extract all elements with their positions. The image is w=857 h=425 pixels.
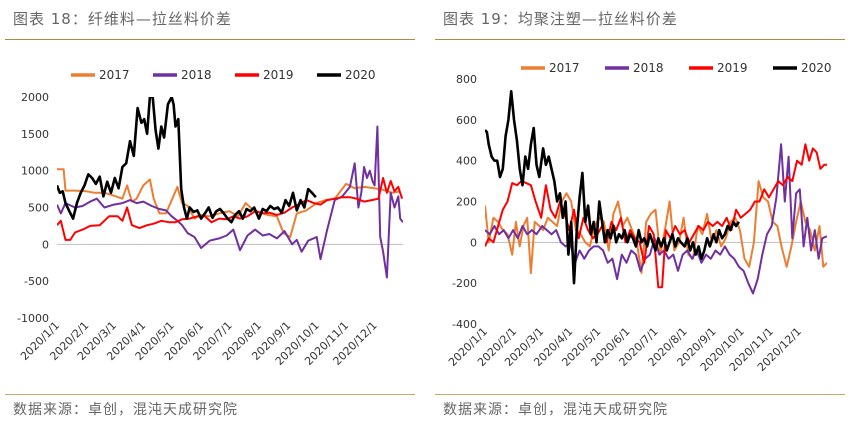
legend-label-2017: 2017 [99, 68, 130, 82]
y-tick-label: 800 [456, 73, 477, 86]
y-tick-label: -200 [452, 277, 477, 290]
y-tick-label: 400 [456, 155, 477, 168]
y-tick-label: 2000 [21, 91, 49, 104]
y-tick-label: 1500 [21, 128, 49, 141]
y-tick-label: 500 [28, 202, 49, 215]
y-tick-label: 1000 [21, 165, 49, 178]
y-axis: -400 -200 0 200 400 600 800 [452, 73, 477, 331]
legend: 2017 2018 2019 2020 [521, 61, 832, 75]
line-chart-injection-spread: 2017 2018 2019 2020 -400 -200 0 200 400 600 800 202… [446, 61, 832, 374]
chart-title: 图表 19：均聚注塑—拉丝料价差 [443, 10, 678, 28]
y-tick-label: -400 [452, 318, 477, 331]
y-axis: -1000 -500 0 500 1000 1500 2000 [17, 91, 49, 325]
legend-label-2020: 2020 [345, 68, 376, 82]
y-tick-label: 200 [456, 196, 477, 209]
legend: 2017 2018 2019 2020 [71, 68, 376, 82]
source-divider [435, 394, 845, 395]
data-source: 数据来源：卓创，混沌天成研究院 [13, 402, 238, 418]
line-chart-fiber-spread: 2017 2018 2019 2020 -1000 -500 0 500 1000 1500 200… [17, 68, 403, 368]
y-tick-label: 0 [42, 238, 49, 251]
y-tick-label: 600 [456, 114, 477, 127]
data-source: 数据来源：卓创，混沌天成研究院 [443, 402, 668, 418]
title-divider [5, 39, 415, 40]
y-tick-label: -1000 [17, 312, 49, 325]
series-line-2018 [57, 125, 403, 279]
series-line-2018 [485, 143, 827, 295]
series-line-2020 [485, 89, 740, 285]
x-axis: 2020/1/12020/2/12020/3/12020/4/12020/5/1… [18, 319, 380, 368]
legend-label-2017: 2017 [549, 61, 580, 75]
legend-label-2020: 2020 [801, 61, 832, 75]
source-divider [5, 394, 415, 395]
legend-label-2019: 2019 [717, 61, 748, 75]
legend-label-2019: 2019 [263, 68, 294, 82]
y-tick-label: 0 [470, 236, 477, 249]
series-line-2019 [485, 143, 827, 289]
legend-label-2018: 2018 [181, 68, 212, 82]
series-line-2020 [57, 97, 317, 224]
chart-panel-injection-spread: 图表 19：均聚注塑—拉丝料价差 2017 2018 2019 2020 -400 -20… [435, 0, 855, 425]
y-tick-label: -500 [24, 275, 49, 288]
x-axis: 2020/1/12020/2/12020/3/12020/4/12020/5/1… [446, 325, 804, 374]
chart-panel-fiber-spread: 图表 18：纤维料—拉丝料价差 2017 2018 2019 2020 -1000 -50… [5, 0, 425, 425]
series-line-2017 [57, 168, 401, 238]
legend-label-2018: 2018 [633, 61, 664, 75]
chart-title: 图表 18：纤维料—拉丝料价差 [13, 10, 232, 28]
series-line-2017 [485, 180, 827, 274]
title-divider [435, 39, 845, 40]
